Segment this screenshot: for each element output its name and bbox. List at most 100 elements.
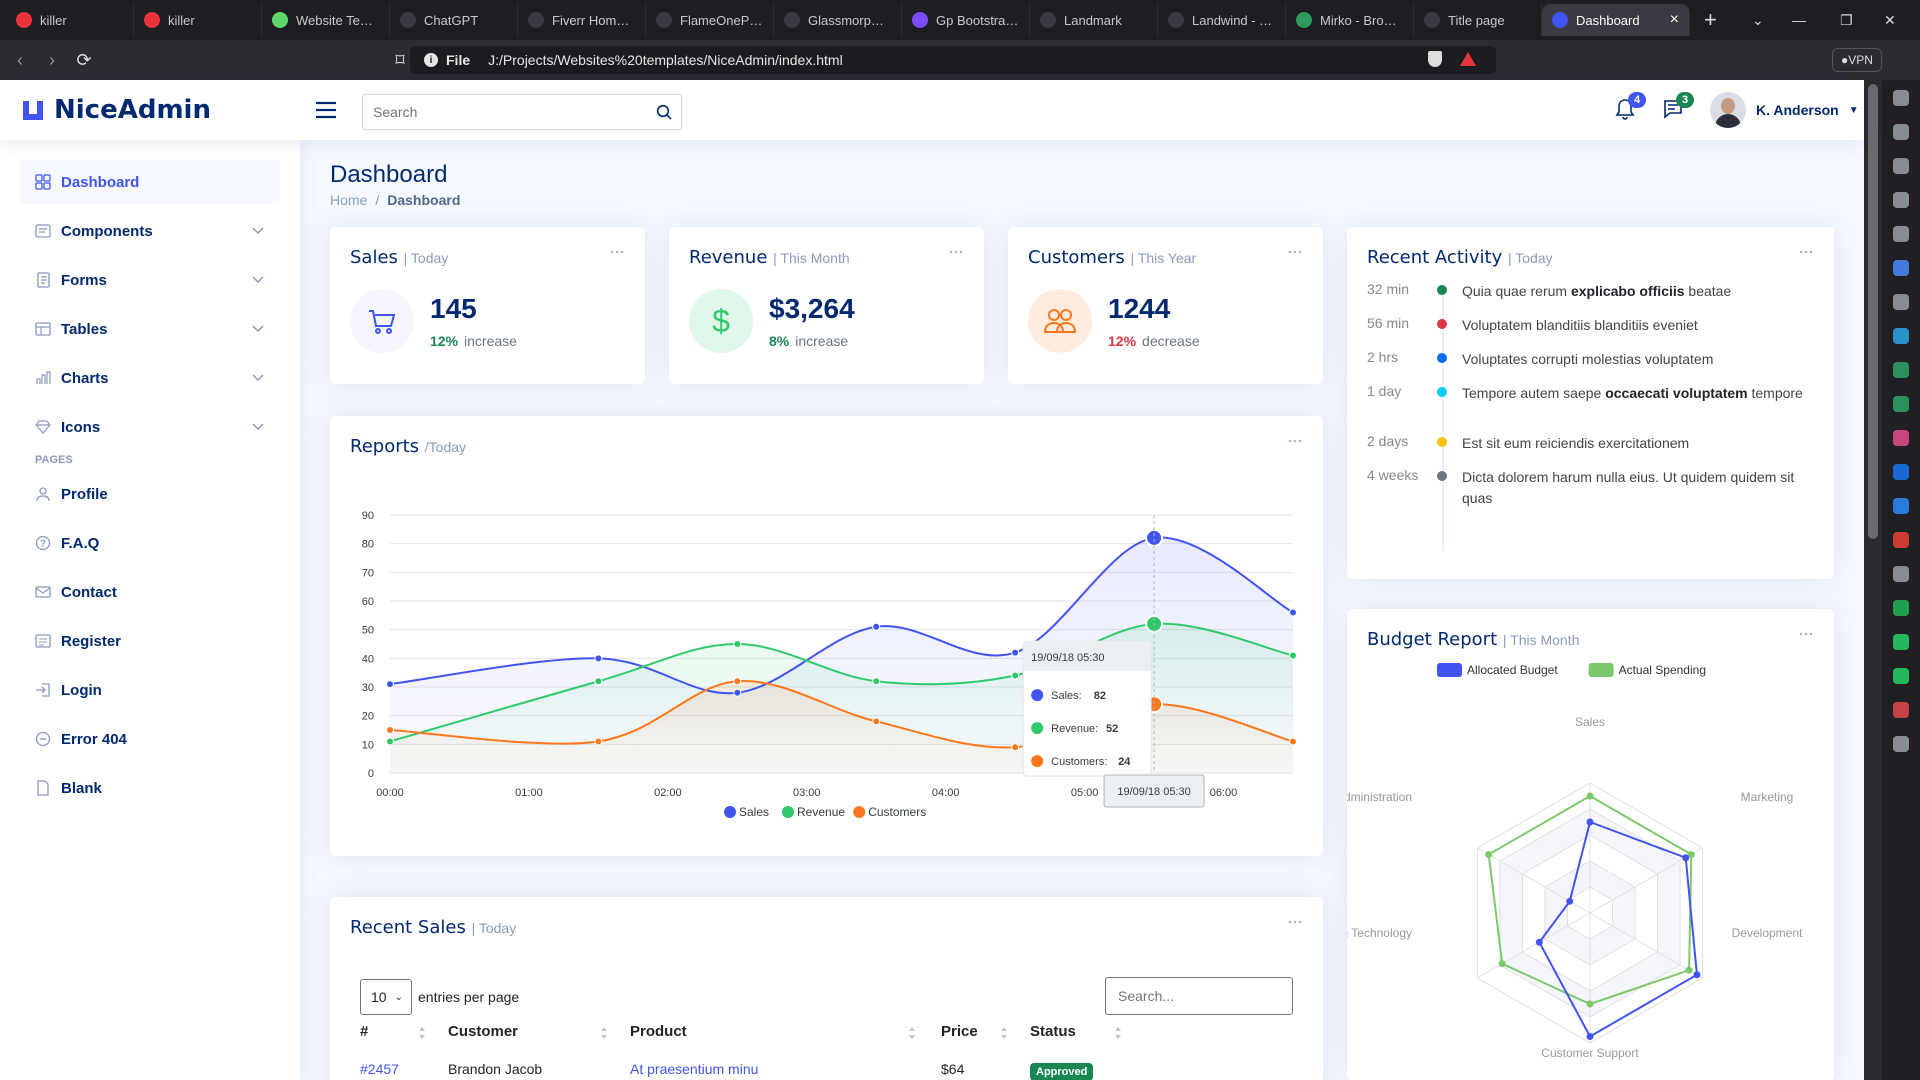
browser-sidebar-app-icon[interactable]: [1893, 600, 1909, 616]
browser-sidebar-app-icon[interactable]: [1893, 158, 1909, 174]
browser-sidebar-app-icon[interactable]: [1893, 634, 1909, 650]
reports-chart[interactable]: 0 10 20 30 40 50 60 70 80 90 00:00 01:00 02:00 03:00 0…: [330, 456, 1323, 856]
search-icon[interactable]: [647, 95, 681, 129]
radar-point[interactable]: [1498, 960, 1506, 968]
sidebar-item-f-a-q[interactable]: ? F.A.Q: [20, 521, 280, 565]
radar-point[interactable]: [1687, 851, 1695, 858]
browser-sidebar-app-icon[interactable]: [1893, 294, 1909, 310]
browser-sidebar-app-icon[interactable]: [1893, 192, 1909, 208]
sidebar-item-dashboard[interactable]: Dashboard: [20, 160, 280, 204]
radar-point[interactable]: [1535, 938, 1543, 946]
browser-sidebar-app-icon[interactable]: [1893, 260, 1909, 276]
more-options-icon[interactable]: [1287, 438, 1303, 444]
close-window-button[interactable]: ✕: [1884, 11, 1896, 28]
data-point-revenue[interactable]: [733, 640, 742, 648]
sidebar-item-components[interactable]: Components: [20, 209, 280, 253]
url-field[interactable]: i File J:/Projects/Websites%20templates/…: [410, 46, 1496, 74]
browser-tab[interactable]: killer: [134, 4, 262, 36]
sidebar-item-contact[interactable]: Contact: [20, 570, 280, 614]
browser-sidebar-app-icon[interactable]: [1893, 464, 1909, 480]
tab-search-icon[interactable]: ⌄: [1752, 11, 1764, 28]
forward-button[interactable]: ›: [49, 49, 55, 70]
browser-tab-active[interactable]: Dashboard ×: [1542, 4, 1690, 36]
browser-tab[interactable]: FlameOnePage: [646, 4, 774, 36]
reload-icon[interactable]: ⟳: [76, 49, 92, 70]
product-link[interactable]: At praesentium minu: [630, 1061, 759, 1077]
data-point-customers[interactable]: [872, 717, 881, 726]
logo[interactable]: NiceAdmin: [20, 95, 211, 125]
data-point-customers[interactable]: [733, 677, 742, 686]
radar-point[interactable]: [1566, 897, 1574, 905]
legend-item-customers[interactable]: Customers: [853, 805, 926, 819]
sidebar-item-blank[interactable]: Blank: [20, 766, 280, 810]
budget-radar-chart[interactable]: Sales Marketing Development Customer Suppor…: [1347, 659, 1834, 1079]
browser-tab[interactable]: Gp Bootstrap T: [902, 4, 1030, 36]
browser-sidebar-app-icon[interactable]: [1893, 736, 1909, 752]
table-header-product[interactable]: Product: [630, 1023, 687, 1040]
browser-tab[interactable]: Glassmorphism: [774, 4, 902, 36]
sidebar-item-charts[interactable]: Charts: [20, 356, 280, 400]
data-point-sales[interactable]: [386, 680, 394, 689]
browser-sidebar-app-icon[interactable]: [1893, 498, 1909, 514]
browser-sidebar-app-icon[interactable]: [1893, 328, 1909, 344]
data-point-revenue[interactable]: [1011, 671, 1020, 680]
browser-sidebar-app-icon[interactable]: [1893, 702, 1909, 718]
bookmark-icon[interactable]: ⌑: [395, 49, 405, 70]
close-tab-icon[interactable]: ×: [1669, 11, 1679, 28]
back-button[interactable]: ‹: [17, 49, 23, 70]
radar-point[interactable]: [1586, 792, 1594, 800]
data-point-sales[interactable]: [872, 622, 881, 631]
sidebar-item-profile[interactable]: Profile: [20, 472, 280, 516]
breadcrumb-home[interactable]: Home: [330, 192, 368, 208]
sidebar-item-icons[interactable]: Icons: [20, 405, 280, 449]
browser-sidebar-app-icon[interactable]: [1893, 668, 1909, 684]
radar-point[interactable]: [1586, 1000, 1594, 1008]
browser-tab[interactable]: Fiverr Homepa: [518, 4, 646, 36]
browser-sidebar-app-icon[interactable]: [1893, 362, 1909, 378]
vpn-button[interactable]: ● VPN: [1832, 48, 1882, 72]
sidebar-item-login[interactable]: Login: [20, 668, 280, 712]
more-options-icon[interactable]: [1287, 249, 1303, 255]
table-header-status[interactable]: Status: [1030, 1023, 1076, 1040]
browser-sidebar-app-icon[interactable]: [1893, 226, 1909, 242]
brave-rewards-icon[interactable]: [1460, 52, 1476, 66]
data-point-customers[interactable]: [1289, 737, 1297, 746]
data-point-sales[interactable]: [733, 688, 742, 697]
brave-shield-icon[interactable]: [1428, 51, 1442, 67]
notifications-button[interactable]: 4: [1614, 92, 1646, 122]
entries-per-page-select[interactable]: 10 ⌄: [360, 979, 412, 1015]
browser-sidebar-app-icon[interactable]: [1893, 124, 1909, 140]
sidebar-item-register[interactable]: Register: [20, 619, 280, 663]
table-header-customer[interactable]: Customer: [448, 1023, 519, 1040]
more-options-icon[interactable]: [609, 249, 625, 255]
data-point-sales[interactable]: [1289, 608, 1297, 617]
sidebar-item-tables[interactable]: Tables: [20, 307, 280, 351]
data-point-sales[interactable]: [594, 654, 603, 663]
new-tab-button[interactable]: +: [1704, 7, 1717, 32]
sidebar-item-forms[interactable]: Forms: [20, 258, 280, 302]
browser-sidebar-app-icon[interactable]: [1893, 396, 1909, 412]
legend-item-revenue[interactable]: Revenue: [782, 805, 845, 819]
browser-tab[interactable]: Title page: [1414, 4, 1542, 36]
legend-item-sales[interactable]: Sales: [724, 805, 769, 819]
more-options-icon[interactable]: [1798, 249, 1814, 255]
browser-tab[interactable]: ChatGPT: [390, 4, 518, 36]
data-point-customers[interactable]: [386, 726, 394, 734]
restore-window-button[interactable]: ❐: [1840, 11, 1853, 28]
browser-tab[interactable]: Landwind - Tail: [1158, 4, 1286, 36]
browser-tab[interactable]: killer: [6, 4, 134, 36]
browser-sidebar-app-icon[interactable]: [1893, 566, 1909, 582]
browser-tab[interactable]: Mirko - Broadb: [1286, 4, 1414, 36]
radar-point[interactable]: [1685, 966, 1693, 974]
table-search-input[interactable]: [1105, 977, 1293, 1015]
messages-button[interactable]: 3: [1662, 92, 1694, 122]
data-point-revenue[interactable]: [872, 677, 881, 686]
toggle-sidebar-button[interactable]: [314, 98, 338, 122]
scrollbar-thumb[interactable]: [1868, 84, 1878, 539]
radar-point[interactable]: [1586, 818, 1594, 826]
profile-dropdown[interactable]: K. Anderson ▼: [1710, 92, 1859, 128]
table-header-id[interactable]: #: [360, 1023, 369, 1040]
legend-item-actual-spending[interactable]: Actual Spending: [1588, 663, 1706, 677]
data-point-revenue[interactable]: [386, 737, 394, 746]
data-point-sales[interactable]: [1011, 648, 1020, 657]
